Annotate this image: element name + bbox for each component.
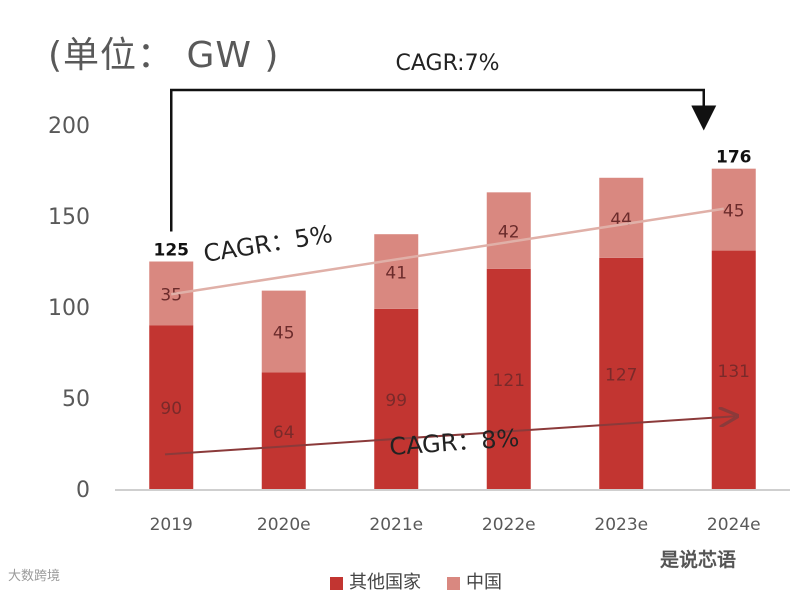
x-tick-label: 2021e <box>369 515 423 535</box>
x-tick-label: 2022e <box>482 515 536 535</box>
total-label: 176 <box>716 148 752 168</box>
data-label-other: 99 <box>385 391 407 411</box>
data-label-other: 127 <box>605 365 637 385</box>
unit-label: (单位： GW ) <box>48 35 280 76</box>
bar-china <box>261 290 306 373</box>
legend-label-other: 其他国家 <box>349 572 421 593</box>
legend: 其他国家 中国 <box>330 568 502 594</box>
watermark-right: 是说芯语 <box>660 549 737 571</box>
data-label-china: 41 <box>385 264 407 284</box>
total-label: 125 <box>154 241 190 261</box>
legend-item-other: 其他国家 <box>330 568 421 594</box>
bar-other <box>486 268 531 489</box>
y-tick-label: 0 <box>76 478 90 503</box>
bar-china <box>486 192 531 269</box>
bar-other <box>261 372 306 489</box>
data-label-china: 35 <box>160 285 182 305</box>
x-tick-label: 2024e <box>707 515 761 535</box>
y-tick-label: 200 <box>48 114 90 139</box>
y-axis: 0 50 100 150 200 <box>48 114 90 503</box>
y-tick-label: 50 <box>62 387 90 412</box>
x-tick-label: 2020e <box>257 515 311 535</box>
data-label-china: 42 <box>498 223 520 243</box>
cagr-other-line <box>164 416 735 456</box>
legend-swatch-china <box>447 576 460 590</box>
bar-other <box>374 308 419 489</box>
data-label-other: 90 <box>160 399 182 419</box>
cagr-china-label: CAGR：5% <box>202 220 335 268</box>
data-label-china: 45 <box>273 324 295 344</box>
legend-swatch-other <box>330 576 343 590</box>
legend-label-china: 中国 <box>466 572 502 593</box>
watermark-left: 大数跨境 <box>8 569 61 584</box>
bar-china <box>599 177 644 258</box>
cagr-bracket-arrow <box>170 88 717 232</box>
data-label-other: 64 <box>273 423 295 443</box>
data-label-china: 45 <box>723 202 745 222</box>
y-tick-label: 150 <box>48 205 90 230</box>
bar-other <box>149 325 194 489</box>
legend-item-china: 中国 <box>447 568 502 594</box>
bar-other <box>599 257 644 489</box>
data-label-other: 131 <box>718 362 750 382</box>
y-tick-label: 100 <box>48 296 90 321</box>
bar-other <box>711 250 756 489</box>
x-tick-label: 2019 <box>150 515 193 535</box>
x-axis: 2019 2020e 2021e 2022e 2023e 2024e <box>115 489 790 535</box>
cagr-china-line <box>171 207 724 296</box>
cagr-bracket-label: CAGR:7% <box>396 51 500 76</box>
bar-china <box>374 234 419 309</box>
data-label-other: 121 <box>493 371 525 391</box>
x-tick-label: 2023e <box>594 515 648 535</box>
